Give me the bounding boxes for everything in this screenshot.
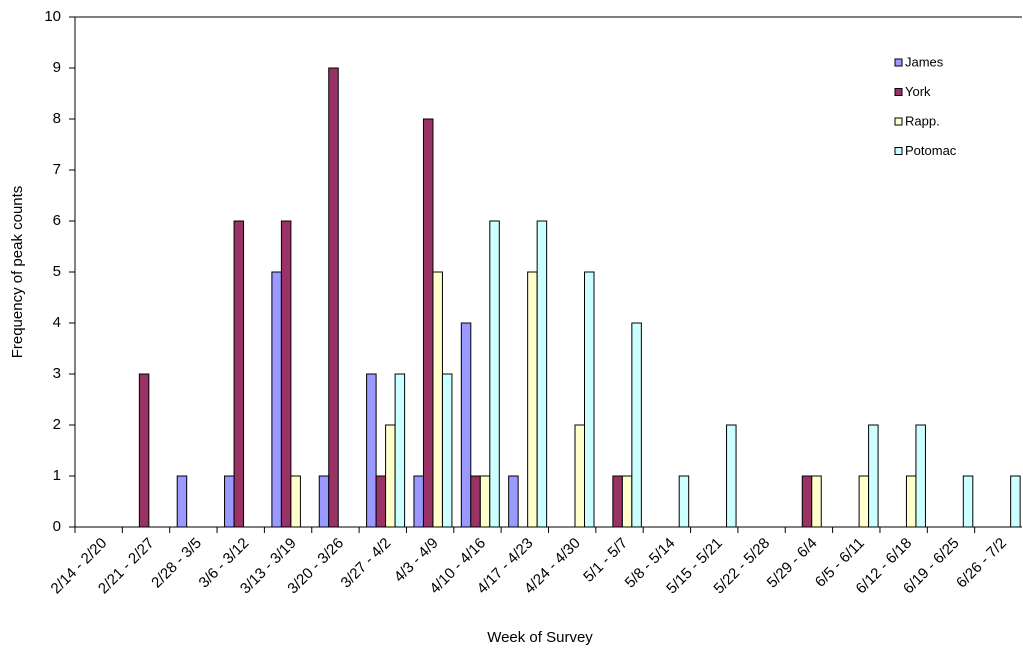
bar — [290, 475, 301, 528]
x-tick-label: 6/26 - 7/2 — [953, 535, 1010, 592]
bar — [858, 475, 870, 528]
bar — [470, 475, 481, 528]
bar — [631, 322, 642, 528]
bar — [460, 322, 472, 528]
legend-swatch — [894, 147, 903, 155]
y-tick-label: 9 — [53, 59, 61, 76]
legend-label: Potomac — [905, 143, 957, 158]
legend-swatch — [894, 117, 903, 126]
y-tick-label: 3 — [53, 365, 61, 382]
bar — [479, 475, 491, 528]
bar — [489, 220, 500, 528]
x-axis-label: Week of Survey — [487, 629, 593, 646]
y-tick-label: 8 — [53, 110, 61, 127]
bar — [868, 424, 879, 528]
y-tick-label: 0 — [53, 518, 61, 535]
bar — [508, 475, 519, 528]
bar — [328, 67, 339, 528]
legend-swatch — [894, 88, 903, 96]
bar — [801, 475, 813, 528]
bar — [413, 475, 424, 528]
y-tick-label: 4 — [53, 314, 61, 331]
bar — [138, 373, 150, 528]
bar — [584, 271, 595, 528]
bar — [905, 475, 917, 528]
bar — [612, 475, 623, 528]
y-tick-label: 5 — [53, 263, 61, 280]
y-tick-label: 2 — [53, 416, 61, 433]
bar — [621, 475, 633, 528]
bar — [422, 118, 434, 528]
bar — [224, 475, 235, 528]
y-tick-label: 10 — [44, 8, 61, 25]
bar — [726, 424, 737, 528]
bar — [394, 373, 406, 528]
x-tick-label: 5/29 - 6/4 — [764, 535, 821, 592]
bar — [176, 475, 188, 528]
bar — [385, 424, 396, 528]
bar — [1010, 475, 1021, 528]
y-axis-label: Frequency of peak counts — [9, 186, 26, 359]
bar — [441, 373, 453, 528]
bar — [678, 475, 690, 528]
y-tick-label: 1 — [53, 467, 61, 484]
bar — [375, 475, 387, 528]
legend-label: James — [905, 54, 944, 69]
bar — [527, 271, 538, 528]
legend-swatch — [894, 58, 903, 67]
bar — [366, 373, 377, 528]
bar — [233, 220, 245, 528]
bar — [811, 475, 822, 528]
bar — [318, 475, 330, 528]
x-tick-label: 3/27 - 4/2 — [338, 535, 395, 592]
legend-label: York — [905, 84, 931, 99]
bar — [432, 271, 443, 528]
bar — [271, 271, 282, 528]
legend-label: Rapp. — [905, 113, 940, 128]
bar — [574, 424, 585, 528]
bar — [280, 220, 292, 528]
x-tick-label: 2/28 - 3/5 — [148, 535, 205, 592]
y-tick-label: 7 — [53, 161, 61, 178]
bar — [536, 220, 548, 528]
bar — [915, 424, 926, 528]
y-tick-label: 6 — [53, 212, 61, 229]
bar — [962, 475, 974, 528]
